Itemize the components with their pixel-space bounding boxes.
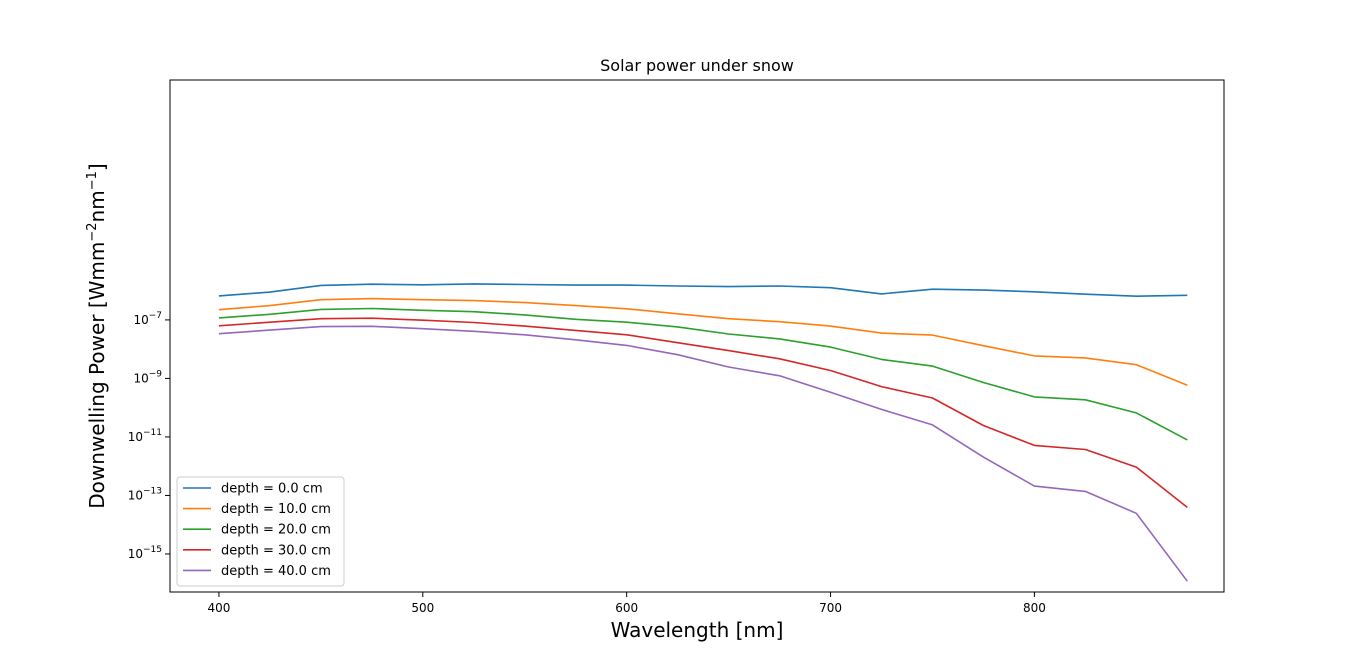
- y-label-sup2: −1: [85, 171, 100, 190]
- x-tick-label: 800: [1023, 601, 1046, 615]
- series-line-1: [218, 297, 1188, 386]
- legend-label: depth = 10.0 cm: [221, 502, 331, 517]
- y-tick-label: 10−11: [128, 428, 162, 444]
- y-label-close: ]: [85, 163, 109, 171]
- x-tick-label: 600: [615, 601, 638, 615]
- legend: depth = 0.0 cm depth = 10.0 cm depth = 20.…: [176, 476, 345, 587]
- y-label-sup1: −2: [85, 222, 100, 241]
- y-tick-label: 10−13: [128, 486, 162, 502]
- x-tick-label: 700: [819, 601, 842, 615]
- y-tick-label: 10−9: [133, 369, 162, 385]
- x-tick-label: 400: [207, 601, 230, 615]
- series-line-2: [218, 307, 1188, 441]
- y-axis-label: Downwelling Power [Wmm−2nm−1]: [85, 163, 109, 508]
- y-tick-label: 10−15: [128, 545, 162, 561]
- y-label-unit: nm: [85, 190, 109, 222]
- x-tick-label: 500: [411, 601, 434, 615]
- legend-label: depth = 40.0 cm: [221, 564, 331, 579]
- legend-label: depth = 0.0 cm: [221, 482, 323, 497]
- series-line-0: [218, 283, 1188, 298]
- x-axis: 400 500 600 700 800: [207, 592, 1046, 615]
- series-line-4: [218, 325, 1188, 582]
- plot-area: [169, 79, 1225, 593]
- x-axis-label: Wavelength [nm]: [611, 618, 784, 642]
- y-label-main: Downwelling Power [Wmm: [85, 242, 109, 509]
- chart-title: Solar power under snow: [600, 56, 794, 75]
- y-tick-label: 10−7: [133, 311, 162, 327]
- legend-box: [176, 476, 345, 587]
- y-axis: 10−7 10−9 10−11 10−13 10−15: [128, 311, 170, 561]
- series-line-3: [218, 317, 1188, 509]
- legend-label: depth = 20.0 cm: [221, 523, 331, 538]
- legend-label: depth = 30.0 cm: [221, 543, 331, 558]
- series-lines: [218, 283, 1188, 582]
